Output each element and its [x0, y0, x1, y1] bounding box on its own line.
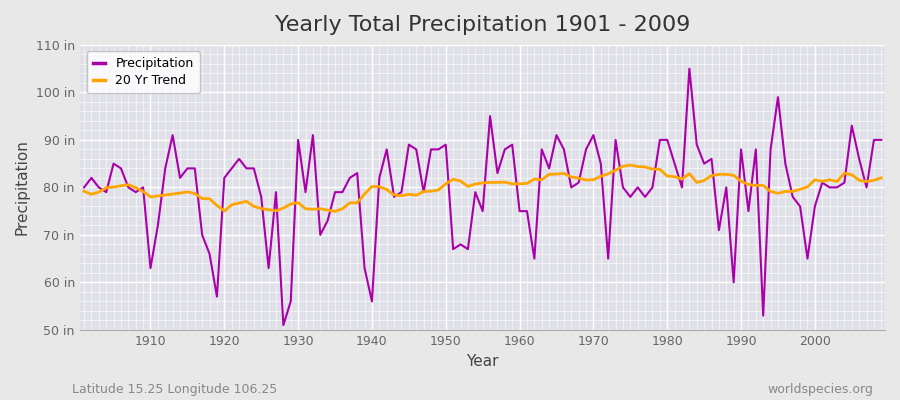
Y-axis label: Precipitation: Precipitation	[15, 140, 30, 235]
Line: Precipitation: Precipitation	[84, 69, 881, 325]
Precipitation	[514, 209, 525, 214]
Precipitation	[278, 323, 289, 328]
X-axis label: Year: Year	[466, 354, 499, 369]
Precipitation	[308, 133, 319, 138]
Precipitation	[876, 138, 886, 142]
20 Yr Trend	[876, 176, 886, 180]
Precipitation	[78, 185, 89, 190]
20 Yr Trend	[514, 182, 525, 186]
20 Yr Trend	[329, 209, 340, 214]
Precipitation	[352, 171, 363, 176]
Precipitation	[684, 66, 695, 71]
20 Yr Trend	[352, 200, 363, 205]
20 Yr Trend	[610, 168, 621, 173]
Line: 20 Yr Trend: 20 Yr Trend	[84, 165, 881, 211]
20 Yr Trend	[300, 206, 310, 211]
Title: Yearly Total Precipitation 1901 - 2009: Yearly Total Precipitation 1901 - 2009	[275, 15, 690, 35]
20 Yr Trend	[625, 163, 635, 168]
Precipitation	[610, 138, 621, 142]
Precipitation	[138, 185, 148, 190]
Legend: Precipitation, 20 Yr Trend: Precipitation, 20 Yr Trend	[86, 51, 200, 93]
20 Yr Trend	[138, 189, 148, 194]
Precipitation	[522, 209, 533, 214]
Text: worldspecies.org: worldspecies.org	[767, 383, 873, 396]
Text: Latitude 15.25 Longitude 106.25: Latitude 15.25 Longitude 106.25	[72, 383, 277, 396]
20 Yr Trend	[522, 181, 533, 186]
20 Yr Trend	[78, 189, 89, 194]
